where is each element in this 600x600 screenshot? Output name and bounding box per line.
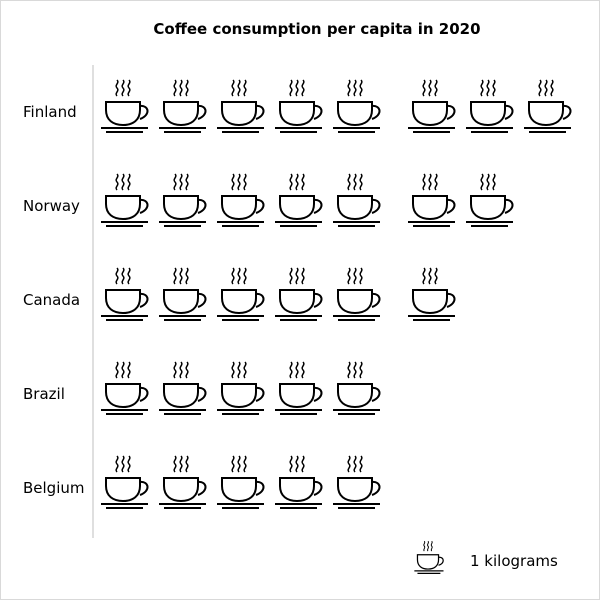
coffee-cup-icon [100, 79, 149, 133]
coffee-cup-icon [274, 361, 323, 415]
coffee-cup-icon [465, 173, 514, 227]
coffee-cup-icon [158, 267, 207, 321]
coffee-cup-icon [100, 173, 149, 227]
legend-label: 1 kilograms [470, 552, 558, 570]
legend-coffee-cup-icon [413, 540, 445, 575]
row-finland: Finland [23, 79, 572, 133]
category-label: Finland [23, 103, 77, 121]
coffee-cup-icon [407, 79, 456, 133]
coffee-cup-icon [523, 79, 572, 133]
coffee-cup-icon [100, 455, 149, 509]
coffee-cup-icon [216, 79, 265, 133]
coffee-cup-icon [274, 79, 323, 133]
coffee-cup-icon [274, 173, 323, 227]
coffee-cup-icon [332, 173, 381, 227]
coffee-cup-icon [158, 361, 207, 415]
coffee-cup-icon [407, 267, 456, 321]
coffee-cup-icon [158, 455, 207, 509]
row-brazil: Brazil [23, 361, 381, 415]
category-label: Belgium [23, 479, 85, 497]
coffee-cup-icon [332, 79, 381, 133]
chart-title: Coffee consumption per capita in 2020 [153, 20, 481, 38]
coffee-cup-icon [216, 267, 265, 321]
legend: 1 kilograms [413, 540, 558, 575]
coffee-cup-icon [216, 173, 265, 227]
coffee-cup-icon [216, 455, 265, 509]
coffee-cup-icon [274, 455, 323, 509]
category-label: Brazil [23, 385, 65, 403]
coffee-cup-icon [332, 455, 381, 509]
coffee-cup-icon [332, 361, 381, 415]
coffee-cup-icon [274, 267, 323, 321]
coffee-cup-icon [407, 173, 456, 227]
category-label: Canada [23, 291, 80, 309]
row-belgium: Belgium [23, 455, 381, 509]
coffee-cup-icon [332, 267, 381, 321]
coffee-cup-icon [465, 79, 514, 133]
coffee-cup-icon [216, 361, 265, 415]
category-label: Norway [23, 197, 80, 215]
coffee-cup-icon [158, 173, 207, 227]
coffee-cup-icon [100, 361, 149, 415]
coffee-cup-icon [100, 267, 149, 321]
coffee-cup-icon [158, 79, 207, 133]
row-canada: Canada [23, 267, 456, 321]
row-norway: Norway [23, 173, 514, 227]
